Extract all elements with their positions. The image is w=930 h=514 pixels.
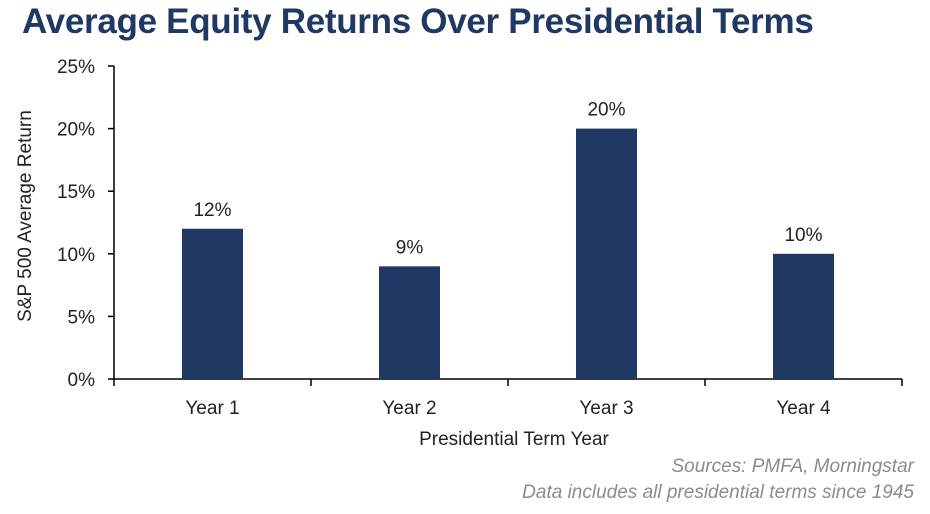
data-label: 10%	[784, 225, 822, 246]
y-tick-label: 10%	[57, 245, 95, 266]
y-axis-title: S&P 500 Average Return	[15, 110, 36, 322]
bar-year-2	[379, 266, 440, 379]
y-axis: 0% 5% 10% 15% 20% 25%	[57, 57, 115, 391]
y-tick-label: 15%	[57, 182, 95, 203]
data-note: Data includes all presidential terms sin…	[522, 482, 914, 503]
x-tick-label: Year 2	[382, 398, 436, 419]
y-tick-label: 20%	[57, 120, 95, 141]
x-axis: Year 1 Year 2 Year 3 Year 4	[113, 378, 903, 419]
x-tick-label: Year 3	[579, 398, 633, 419]
data-label: 9%	[396, 237, 424, 258]
y-tick-label: 5%	[68, 307, 96, 328]
y-tick-label: 0%	[68, 370, 96, 391]
x-tick-label: Year 4	[776, 398, 831, 419]
data-label: 12%	[193, 200, 231, 221]
bar-year-3	[576, 128, 637, 379]
x-axis-title: Presidential Term Year	[419, 429, 609, 450]
data-labels: 12% 9% 20% 10%	[193, 100, 822, 259]
data-label: 20%	[587, 100, 625, 121]
bars	[182, 128, 834, 379]
source-note: Sources: PMFA, Morningstar	[671, 456, 914, 477]
x-tick-label: Year 1	[185, 398, 239, 419]
y-tick-label: 25%	[57, 57, 95, 78]
bar-year-1	[182, 228, 243, 379]
chart-title: Average Equity Returns Over Presidential…	[22, 2, 814, 41]
bar-year-4	[773, 253, 834, 379]
